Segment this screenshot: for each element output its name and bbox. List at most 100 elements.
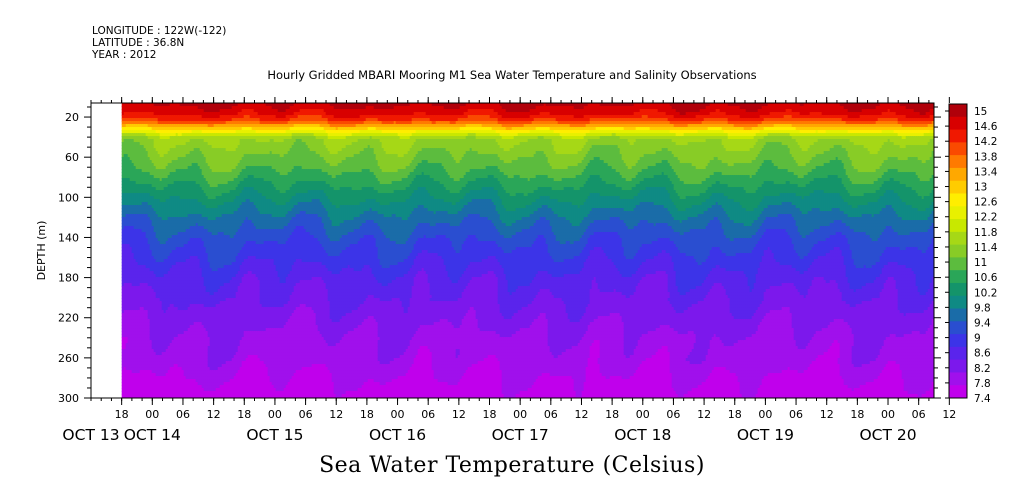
heatmap-cell [127,352,131,356]
heatmap-cell [137,337,141,341]
heatmap-cell [135,241,139,245]
heatmap-cell [125,295,129,299]
heatmap-cell [147,238,151,242]
heatmap-cell [147,181,151,185]
heatmap-cell [123,232,127,236]
heatmap-cell [141,259,145,263]
heatmap-cell [155,268,159,272]
heatmap-cell [121,316,125,320]
heatmap-cell [135,337,139,341]
heatmap-cell [161,292,165,296]
heatmap-cell [129,145,133,149]
heatmap-cell [139,325,143,329]
heatmap-cell [157,262,161,266]
heatmap-cell [125,229,129,233]
heatmap-cell [143,259,147,263]
heatmap-cell [155,172,159,176]
heatmap-cell [129,328,133,332]
heatmap-cell [155,337,159,341]
heatmap-cell [135,385,139,389]
heatmap-cell [145,235,149,239]
heatmap-cell [141,364,145,368]
heatmap-cell [153,313,157,317]
heatmap-cell [139,268,143,272]
heatmap-cell [151,142,155,146]
heatmap-cell [155,205,159,209]
heatmap-cell [133,202,137,206]
heatmap-cell [159,181,163,185]
heatmap-cell [129,211,133,215]
heatmap-cell [141,139,145,143]
heatmap-cell [151,259,155,263]
heatmap-cell [153,103,157,107]
heatmap-cell [141,298,145,302]
heatmap-cell [139,139,143,143]
heatmap-cell [159,373,163,377]
heatmap-cell [123,382,127,386]
heatmap-cell [141,268,145,272]
heatmap-cell [145,127,149,131]
heatmap-cell [137,166,141,170]
heatmap-cell [147,202,151,206]
heatmap-cell [157,298,161,302]
heatmap-cell [161,121,165,125]
heatmap-cell [147,304,151,308]
heatmap-cell [143,277,147,281]
heatmap-cell [127,196,131,200]
heatmap-cell [129,244,133,248]
heatmap-cell [157,361,161,365]
heatmap-cell [141,352,145,356]
heatmap-cell [121,232,125,236]
heatmap-cell [127,187,131,191]
heatmap-cell [143,364,147,368]
heatmap-cell [129,160,133,164]
heatmap-cell [127,289,131,293]
heatmap-cell [141,385,145,389]
heatmap-cell [129,217,133,221]
heatmap-cell [135,238,139,242]
heatmap-cell [131,373,135,377]
heatmap-cell [133,133,137,137]
heatmap-cell [143,217,147,221]
heatmap-cell [123,358,127,362]
heatmap-cell [137,241,141,245]
heatmap-cell [139,157,143,161]
heatmap-cell [121,346,125,350]
heatmap-cell [125,223,129,227]
heatmap-cell [133,394,137,398]
heatmap-cell [155,112,159,116]
heatmap-cell [131,118,135,122]
heatmap-cell [153,253,157,257]
heatmap-cell [129,343,133,347]
heatmap-cell [135,136,139,140]
heatmap-cell [149,310,153,314]
heatmap-cell [143,355,147,359]
heatmap-cell [147,163,151,167]
heatmap-cell [131,238,135,242]
heatmap-cell [161,286,165,290]
heatmap-cell [145,364,149,368]
heatmap-cell [161,352,165,356]
heatmap-cell [141,142,145,146]
heatmap-cell [161,289,165,293]
heatmap-cell [153,274,157,278]
heatmap-cell [155,307,159,311]
heatmap-cell [161,253,165,257]
heatmap-cell [153,352,157,356]
heatmap-cell [137,310,141,314]
heatmap-cell [127,304,131,308]
heatmap-cell [129,316,133,320]
latitude-label: LATITUDE : 36.8N [92,37,184,49]
heatmap-cell [157,322,161,326]
heatmap-cell [141,331,145,335]
heatmap-cell [125,175,129,179]
heatmap-cell [121,364,125,368]
heatmap-cell [153,193,157,197]
heatmap-cell [131,160,135,164]
heatmap-cell [155,346,159,350]
heatmap-cell [123,187,127,191]
heatmap-cell [159,223,163,227]
heatmap-cell [137,394,141,398]
heatmap-cell [129,118,133,122]
heatmap-cell [159,235,163,239]
